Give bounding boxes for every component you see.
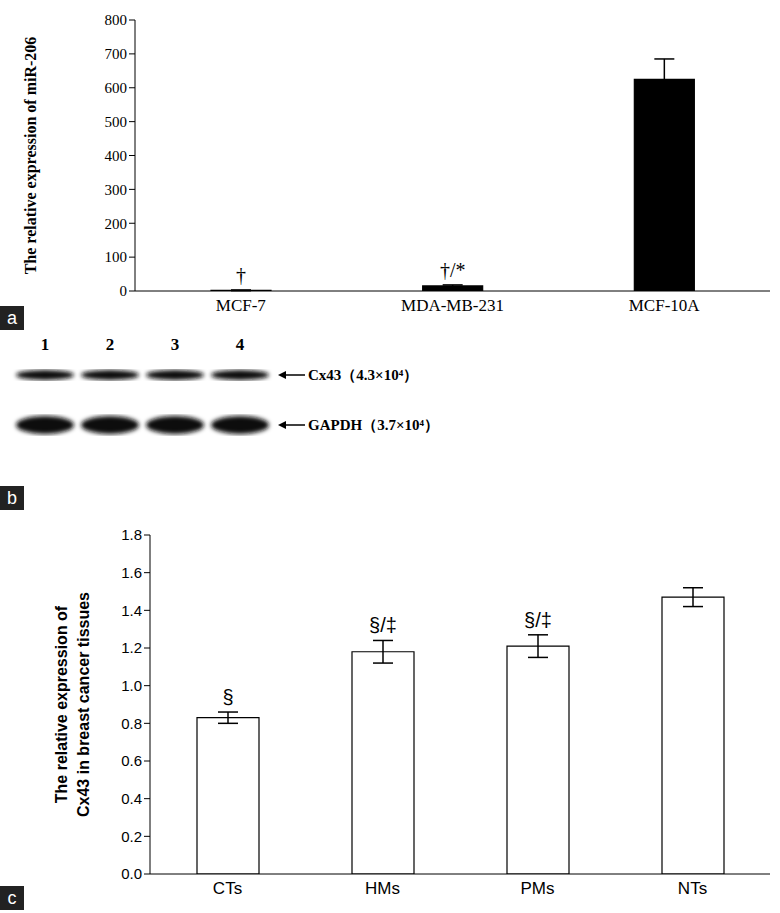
- html-text:a: a: [7, 308, 17, 328]
- svg-text:800: 800: [105, 12, 128, 28]
- html-text:c: c: [7, 888, 17, 908]
- svg-text:§: §: [222, 686, 233, 708]
- svg-text:§/‡: §/‡: [524, 609, 552, 631]
- svg-text:400: 400: [105, 148, 128, 164]
- svg-text:MCF-10A: MCF-10A: [629, 296, 701, 315]
- svg-text:1.6: 1.6: [121, 564, 142, 581]
- svg-text:600: 600: [105, 80, 128, 96]
- svg-text:Cx43（4.3×10⁴）: Cx43（4.3×10⁴）: [308, 367, 418, 383]
- svg-text:CTs: CTs: [213, 879, 242, 898]
- svg-text:500: 500: [105, 114, 128, 130]
- svg-text:0.4: 0.4: [121, 790, 142, 807]
- svg-text:700: 700: [105, 46, 128, 62]
- svg-text:0.0: 0.0: [121, 865, 142, 882]
- svg-text:NTs: NTs: [678, 879, 707, 898]
- svg-text:0.6: 0.6: [121, 752, 142, 769]
- svg-text:MCF-7: MCF-7: [216, 296, 267, 315]
- svg-text:300: 300: [105, 182, 128, 198]
- svg-text:3: 3: [171, 335, 180, 354]
- svg-text:2: 2: [106, 335, 115, 354]
- svg-text:†/*: †/*: [440, 259, 466, 281]
- svg-text:200: 200: [105, 216, 128, 232]
- svg-text:GAPDH（3.7×10⁴）: GAPDH（3.7×10⁴）: [308, 417, 439, 433]
- svg-text:1.0: 1.0: [121, 677, 142, 694]
- svg-text:†: †: [236, 264, 246, 286]
- svg-text:1.4: 1.4: [121, 602, 142, 619]
- svg-text:1.8: 1.8: [121, 526, 142, 543]
- svg-text:The relative expression of miR: The relative expression of miR-206: [22, 37, 40, 275]
- svg-text:0.2: 0.2: [121, 828, 142, 845]
- svg-text:0.8: 0.8: [121, 715, 142, 732]
- svg-text:HMs: HMs: [365, 879, 400, 898]
- svg-text:The relative expression ofCx43: The relative expression ofCx43 in breast…: [53, 592, 92, 817]
- svg-text:100: 100: [105, 249, 128, 265]
- svg-text:§/‡: §/‡: [369, 614, 397, 636]
- svg-text:0: 0: [120, 283, 128, 299]
- svg-text:1.2: 1.2: [121, 639, 142, 656]
- html-text:b: b: [7, 488, 17, 508]
- svg-text:PMs: PMs: [521, 879, 555, 898]
- svg-text:4: 4: [236, 335, 245, 354]
- svg-text:1: 1: [41, 335, 50, 354]
- svg-text:MDA-MB-231: MDA-MB-231: [401, 296, 504, 315]
